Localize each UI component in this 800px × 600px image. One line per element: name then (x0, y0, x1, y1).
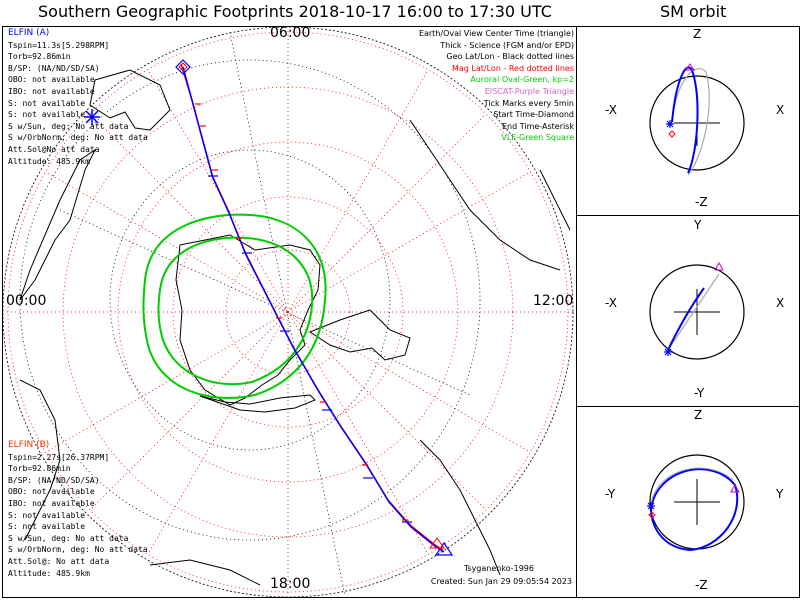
panel2-bottom: -Y (694, 386, 705, 400)
legend-item: End Time-Asterisk (501, 121, 574, 131)
elfin-a-line: Att.Sol@No att data (8, 144, 100, 154)
elfin-a-name: ELFIN (A) (8, 28, 50, 38)
elfin-a-line: S w/OrbNorm, deg: No att data (8, 133, 148, 143)
legend-item: Start Time-Diamond (493, 110, 574, 120)
panel1-left: -X (605, 103, 617, 117)
geo-grid (19, 31, 481, 597)
elfin-a-line: OBO: not available (8, 75, 95, 85)
elfin-a-line: B/SP: (NA/ND/SD/SA) (8, 63, 100, 73)
tick-marks-a (208, 175, 412, 523)
elfin-b-line: S w/Sun, deg: No att data (8, 533, 129, 543)
orbit-plot-xy (649, 261, 745, 360)
panel2-top: Y (694, 218, 702, 232)
elfin-b-line: IBO: not available (8, 498, 95, 508)
elfin-b-line: S w/OrbNorm, deg: No att data (8, 545, 148, 555)
panel1-top: Z (693, 27, 702, 41)
panel2-right: X (776, 296, 785, 310)
elfin-b-info: ELFIN (B) Tspin=2.27s[26.37RPM] Torb=92.… (8, 440, 148, 579)
orbit-plot-yz (647, 454, 745, 552)
legend-item: VLF-Green Square (501, 133, 574, 143)
created-label: Created: Sun Jan 29 09:05:54 2023 (430, 577, 572, 586)
clock-label-left: 00:00 (6, 293, 47, 309)
elfin-a-line: Torb=92.86min (8, 52, 71, 62)
panel1-bottom: -Z (695, 195, 708, 209)
elfin-a-info: ELFIN (A) Tspin=11.3s[5.298RPM] Torb=92.… (8, 28, 148, 167)
legend-item: EISCAT-Purple Triangle (484, 86, 574, 96)
elfin-a-line: Tspin=11.3s[5.298RPM] (8, 40, 110, 50)
elfin-a-line: IBO: not available (8, 86, 95, 96)
panel3-bottom: -Z (695, 578, 708, 592)
clock-label-right: 12:00 (533, 293, 574, 309)
elfin-a-line: S w/Sun, deg: No att data (8, 121, 129, 131)
elfin-a-track (182, 66, 445, 553)
mag-grid (5, 30, 575, 595)
elfin-b-line: B/SP: (NA/ND/SD/SA) (8, 475, 100, 485)
legend-item: Earth/Oval View Center Time (triangle) (418, 29, 574, 38)
legend-item: Thick - Science (FGM and/or EPD) (440, 40, 574, 50)
elfin-b-line: Tspin=2.27s[26.37RPM] (8, 452, 110, 462)
elfin-b-line: Att.Sol@: No att data (8, 556, 110, 566)
elfin-a-line: Altitude: 485.9km (8, 156, 90, 166)
panel1-right: X (776, 103, 785, 117)
elfin-a-line: S: not available (8, 98, 86, 108)
coastlines (19, 69, 571, 586)
elfin-b-name: ELFIN (B) (8, 440, 50, 450)
elfin-b-line: OBO: not available (8, 487, 95, 497)
legend-item: Auroral Oval-Green, kp=2 (470, 75, 574, 85)
legend: Earth/Oval View Center Time (triangle) T… (419, 28, 574, 144)
elfin-b-line: Torb=92.86min (8, 464, 71, 474)
clock-label-top: 06:00 (270, 25, 311, 41)
page-title: Southern Geographic Footprints 2018-10-1… (38, 2, 552, 21)
model-label: Tsyganenko-1996 (463, 564, 534, 573)
tick-marks (195, 103, 408, 521)
legend-item: Mag Lat/Lon - Red dotted lines (451, 63, 574, 73)
elfin-b-line: S: not available (8, 510, 86, 520)
panel3-top: Z (694, 408, 703, 422)
orbit-plot-xz (649, 63, 745, 176)
panel3-right: Y (776, 487, 784, 501)
end-triangle (434, 541, 454, 556)
asterisk-icon (84, 109, 100, 125)
clock-label-bottom: 18:00 (270, 576, 311, 592)
panel2-left: -X (605, 296, 617, 310)
panel3-left: -Y (605, 487, 616, 501)
auroral-oval (142, 213, 327, 399)
orbit-title: SM orbit (660, 2, 727, 21)
elfin-b-line: Altitude: 485.9km (8, 568, 90, 578)
start-diamond (175, 59, 191, 75)
elfin-a-line: S: not available (8, 110, 86, 120)
legend-item: Tick Marks every 5min (483, 98, 574, 108)
legend-item: Geo Lat/Lon - Black dotted lines (446, 52, 574, 62)
elfin-b-line: S: not available (8, 522, 86, 532)
